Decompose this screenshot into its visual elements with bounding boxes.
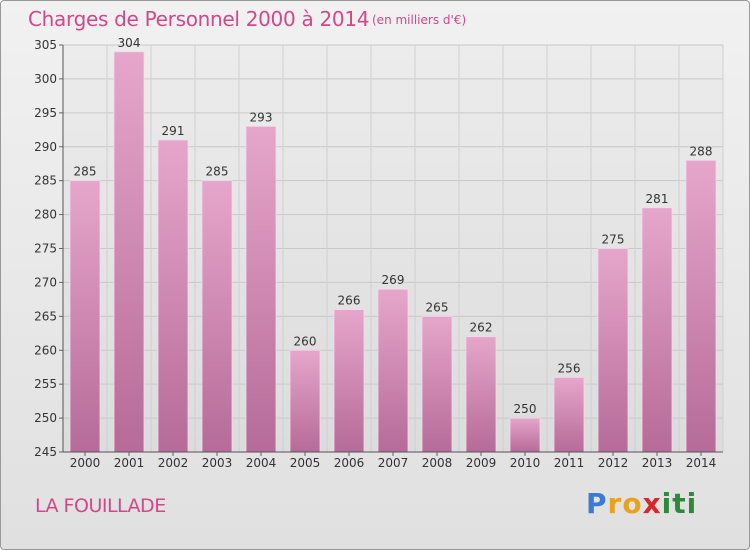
- x-tick-label: 2001: [114, 456, 145, 470]
- x-tick-label: 2014: [686, 456, 717, 470]
- y-tick-label: 275: [34, 242, 57, 256]
- x-tick-label: 2004: [246, 456, 277, 470]
- y-tick-label: 285: [34, 174, 57, 188]
- y-tick-label: 250: [34, 411, 57, 425]
- bar-value-label: 250: [514, 402, 537, 416]
- bar-value-label: 262: [470, 321, 493, 335]
- y-tick-label: 305: [34, 38, 57, 52]
- x-tick-label: 2003: [202, 456, 233, 470]
- bar: [377, 288, 409, 453]
- y-tick-label: 270: [34, 275, 57, 289]
- bar: [509, 417, 541, 453]
- logo-letter: x: [642, 487, 662, 520]
- bar: [113, 51, 145, 453]
- logo-letter: o: [622, 487, 643, 520]
- bar-value-label: 266: [338, 294, 361, 308]
- bar: [289, 349, 321, 453]
- y-tick-label: 245: [34, 445, 57, 459]
- y-tick-label: 295: [34, 106, 57, 120]
- y-tick-label: 255: [34, 377, 57, 391]
- bar-value-label: 260: [294, 334, 317, 348]
- bar-value-label: 285: [206, 165, 229, 179]
- proxiti-logo[interactable]: Proxiti: [586, 487, 697, 520]
- bar: [465, 336, 497, 453]
- bar: [421, 315, 453, 453]
- logo-letter: i: [661, 487, 673, 520]
- bar-value-label: 285: [74, 165, 97, 179]
- chart-subtitle: (en milliers d'€): [372, 13, 467, 27]
- logo-letter: P: [586, 487, 608, 520]
- bar-value-label: 288: [690, 144, 713, 158]
- bar: [597, 248, 629, 453]
- bar-value-label: 275: [602, 233, 625, 247]
- bar: [685, 159, 717, 453]
- x-tick-label: 2006: [334, 456, 365, 470]
- bar-value-label: 265: [426, 300, 449, 314]
- x-tick-label: 2005: [290, 456, 321, 470]
- bar: [553, 376, 585, 453]
- logo-letter: i: [686, 487, 698, 520]
- x-tick-label: 2013: [642, 456, 673, 470]
- bar: [641, 207, 673, 453]
- chart-title: Charges de Personnel 2000 à 2014: [28, 7, 370, 31]
- bar: [245, 126, 277, 453]
- x-tick-label: 2000: [70, 456, 101, 470]
- bar-value-label: 293: [250, 110, 273, 124]
- bar-value-label: 304: [118, 36, 141, 50]
- y-tick-label: 280: [34, 208, 57, 222]
- x-tick-label: 2008: [422, 456, 453, 470]
- bar-value-label: 256: [558, 361, 581, 375]
- x-tick-label: 2012: [598, 456, 629, 470]
- x-tick-label: 2009: [466, 456, 497, 470]
- x-tick-label: 2002: [158, 456, 189, 470]
- bar: [333, 309, 365, 453]
- bar-value-label: 291: [162, 124, 185, 138]
- bar: [157, 139, 189, 453]
- x-tick-label: 2011: [554, 456, 585, 470]
- x-tick-label: 2010: [510, 456, 541, 470]
- logo-letter: t: [672, 487, 687, 520]
- bar-value-label: 269: [382, 273, 405, 287]
- place-name: LA FOUILLADE: [35, 495, 166, 517]
- y-tick-label: 290: [34, 140, 57, 154]
- x-tick-label: 2007: [378, 456, 409, 470]
- y-tick-label: 300: [34, 72, 57, 86]
- y-tick-label: 265: [34, 309, 57, 323]
- y-tick-label: 260: [34, 343, 57, 357]
- bar-value-label: 281: [646, 192, 669, 206]
- bar: [201, 180, 233, 453]
- bar: [69, 180, 101, 453]
- logo-letter: r: [607, 487, 623, 520]
